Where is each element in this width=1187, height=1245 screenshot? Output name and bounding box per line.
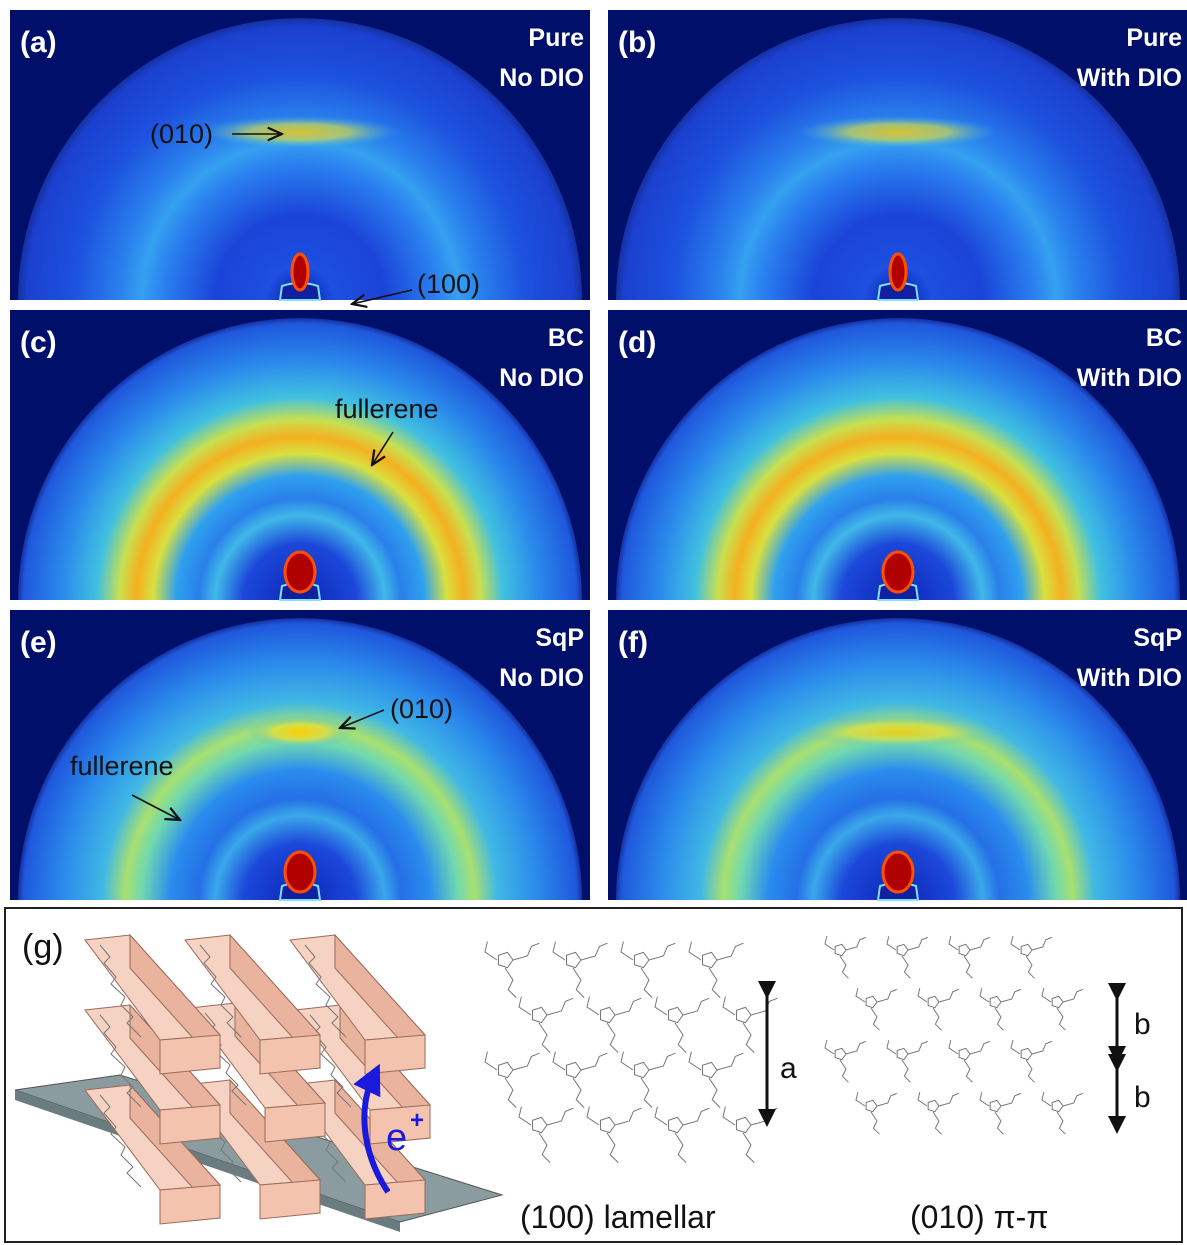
figure: (a) Pure No DIO (010) (100) (b) Pure With DIO (c…: [0, 0, 1187, 1245]
specular-peak: [883, 852, 913, 892]
panel-label: (d): [618, 326, 656, 359]
panel-label: (g): [22, 928, 64, 966]
carrier-charge: +: [410, 1107, 424, 1134]
diffraction-panel: (b) Pure With DIO: [608, 10, 1187, 300]
panel-label: (a): [20, 26, 57, 59]
diffraction-panel: (a) Pure No DIO (010) (100): [10, 10, 590, 304]
panel-title: Pure: [528, 24, 584, 52]
panel-title: No DIO: [499, 364, 584, 392]
annotation: fullerene: [70, 751, 174, 781]
panel-title: Pure: [1126, 24, 1182, 52]
panel-title: No DIO: [499, 64, 584, 92]
diffraction-panel: (f) SqP With DIO: [608, 610, 1187, 900]
caption: (010) π-π: [910, 1199, 1048, 1235]
panel-title: With DIO: [1077, 364, 1182, 392]
specular-peak: [292, 254, 308, 290]
pi-stacking-peak: [245, 716, 355, 748]
specular-peak: [285, 852, 315, 892]
diffraction-panel: (d) BC With DIO: [608, 310, 1187, 600]
panel-title: SqP: [535, 624, 584, 652]
panel-title: No DIO: [499, 664, 584, 692]
specular-peak: [883, 552, 913, 592]
annotation: (100): [417, 269, 480, 299]
panel-g: (g) e + a b b (100) lamellar (010) π-π: [5, 908, 1182, 1242]
panel-title: With DIO: [1077, 64, 1182, 92]
panel-label: (e): [20, 626, 57, 659]
panel-title: SqP: [1133, 624, 1182, 652]
panel-title: BC: [548, 324, 584, 352]
panel-label: (f): [618, 626, 648, 659]
panel-label: (c): [20, 326, 57, 359]
specular-peak: [890, 254, 906, 290]
panel-title: With DIO: [1077, 664, 1182, 692]
spacing-label: a: [780, 1052, 797, 1085]
caption: (100) lamellar: [520, 1199, 716, 1235]
diffraction-panel: (c) BC No DIO fullerene: [10, 310, 590, 600]
spacing-label: b: [1134, 1008, 1151, 1041]
carrier-label: e: [386, 1117, 407, 1159]
specular-peak: [285, 552, 315, 592]
annotation: (010): [150, 119, 213, 149]
pi-stacking-peak: [798, 716, 998, 748]
annotation: (010): [390, 694, 453, 724]
annotation: fullerene: [335, 394, 439, 424]
panel-label: (b): [618, 26, 656, 59]
pi-stacking-peak: [200, 116, 400, 148]
panel-title: BC: [1146, 324, 1182, 352]
pi-stacking-peak: [798, 116, 998, 148]
diffraction-panel: (e) SqP No DIO (010) fullerene: [10, 610, 590, 900]
spacing-label: b: [1134, 1081, 1151, 1114]
diffraction-panels: (a) Pure No DIO (010) (100) (b) Pure With DIO (c…: [10, 10, 1187, 900]
